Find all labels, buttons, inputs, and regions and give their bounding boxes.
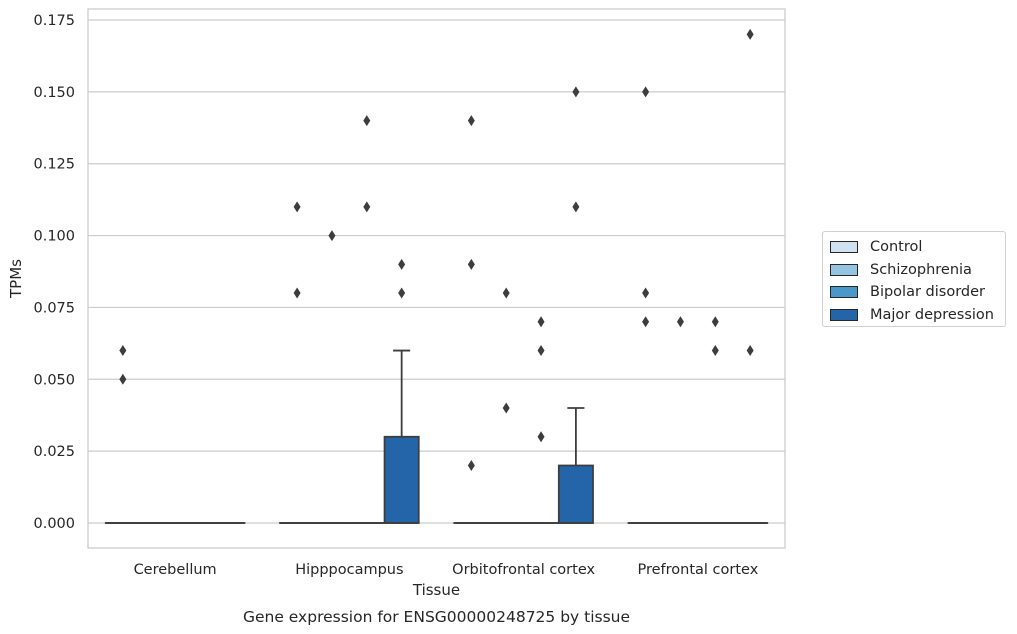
outlier-point [293,201,301,213]
legend-label: Major depression [870,306,994,323]
x-tick-label: Orbitofrontal cortex [452,562,595,578]
box-major-depression [557,407,594,524]
outlier-point [642,86,650,98]
outlier-point [746,28,754,40]
y-tick-label: 0.125 [33,157,75,173]
box-body [557,464,594,524]
outlier-point [502,402,510,414]
legend-swatch [830,308,858,321]
outlier-point [119,373,127,385]
y-tick-label: 0.025 [33,444,75,460]
outlier-point [572,201,580,213]
outlier-point [293,287,301,299]
outlier-point [467,115,475,127]
outlier-point [537,345,545,357]
outlier-point [363,115,371,127]
legend-item: Schizophrenia [830,259,1005,282]
y-tick-label: 0.175 [33,13,75,29]
outlier-point [537,431,545,443]
x-tick-labels: Cerebellum Hipppocampus Orbitofrontal cort… [134,562,759,578]
outlier-point [746,345,754,357]
plot-area-frame [87,8,786,549]
legend-label: Bipolar disorder [870,284,985,301]
x-tick-label: Prefrontal cortex [637,562,758,578]
outliers [119,28,754,472]
y-tick-label: 0.075 [33,300,75,316]
box-major-depression [383,349,420,524]
outlier-point [467,460,475,472]
outlier-point [642,287,650,299]
outlier-point [711,316,719,328]
legend-item: Bipolar disorder [830,281,1005,304]
y-tick-labels: 0.000 0.025 0.050 0.075 0.100 0.125 0.150 0.175 [33,13,75,532]
outlier-point [572,86,580,98]
outlier-point [537,316,545,328]
chart-caption: Gene expression for ENSG00000248725 by t… [243,608,630,626]
legend-swatch [830,263,858,276]
outlier-point [642,316,650,328]
y-axis-label: TPMs [7,259,25,299]
legend-swatch [830,286,858,299]
y-tick-label: 0.100 [33,229,75,245]
legend-label: Schizophrenia [870,261,972,278]
legend-item: Control [830,236,1005,259]
outlier-point [467,258,475,270]
x-tick-label: Cerebellum [134,562,217,578]
outlier-point [328,230,336,242]
outlier-point [398,258,406,270]
legend-swatch [830,241,858,254]
legend: Control Schizophrenia Bipolar disorder Majo… [822,231,1006,327]
x-axis-label: Tissue [412,581,460,599]
y-tick-label: 0.150 [33,85,75,101]
boxes [104,349,769,524]
y-tick-label: 0.050 [33,372,75,388]
outlier-point [502,287,510,299]
outlier-point [711,345,719,357]
y-tick-label: 0.000 [33,516,75,532]
outlier-point [119,345,127,357]
outlier-point [676,316,684,328]
legend-label: Control [870,239,923,256]
outlier-point [398,287,406,299]
box-body [383,435,420,524]
outlier-point [363,201,371,213]
x-tick-label: Hipppocampus [295,562,403,578]
grid-lines [88,19,785,524]
legend-item: Major depression [830,304,1005,327]
